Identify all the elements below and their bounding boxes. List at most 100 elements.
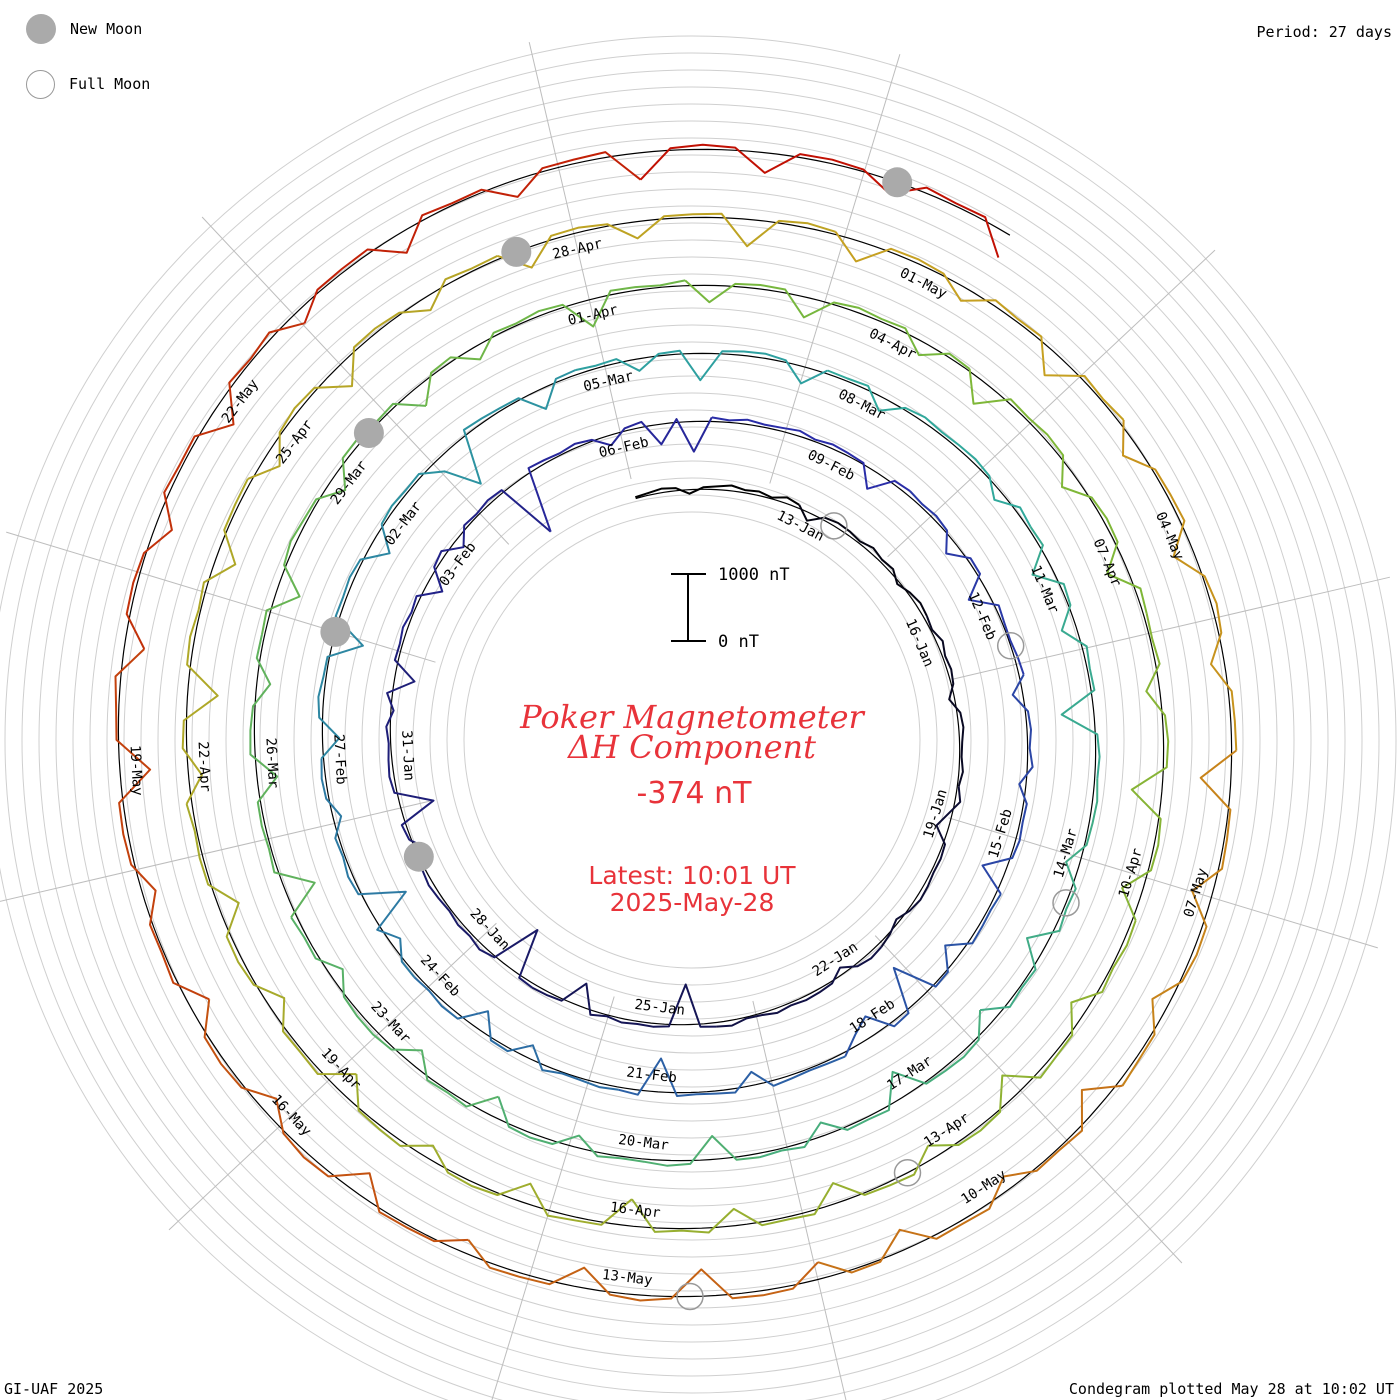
spoke-line xyxy=(168,922,497,1231)
grid-ring xyxy=(55,103,1329,1377)
moon-markers xyxy=(320,167,1080,1311)
period-label: Period: 27 days xyxy=(1256,23,1392,41)
spokes xyxy=(0,41,1391,1400)
grid-ring xyxy=(225,273,1159,1207)
trace-segment xyxy=(639,143,1000,258)
date-label: 12-Feb xyxy=(965,590,1000,643)
grid-ring xyxy=(412,460,972,1020)
trace-segment xyxy=(979,778,1099,1012)
trace-segment xyxy=(880,786,962,948)
trace-segment xyxy=(925,615,965,787)
trace-segment xyxy=(759,1010,982,1159)
spoke-line xyxy=(6,531,436,663)
date-label: 21-Feb xyxy=(626,1064,678,1086)
trace-segment xyxy=(575,349,829,385)
date-label: 26-Mar xyxy=(262,737,281,788)
spoke-line xyxy=(948,817,1378,949)
grid-ring xyxy=(123,171,1261,1309)
grid-rings xyxy=(0,35,1397,1400)
grid-ring xyxy=(157,205,1227,1275)
new-moon-marker xyxy=(882,167,913,198)
trace-segment xyxy=(398,489,552,645)
trace-segment xyxy=(425,279,686,407)
spoke-line xyxy=(201,216,510,545)
spoke-line xyxy=(0,800,432,902)
date-label: 04-May xyxy=(1152,510,1187,563)
grid-ring xyxy=(4,52,1380,1400)
grid-ring xyxy=(21,69,1363,1400)
grid-ring xyxy=(276,324,1108,1156)
grid-ring xyxy=(0,35,1397,1400)
trace-segment xyxy=(981,674,1034,895)
grid-ring xyxy=(327,375,1057,1105)
trace-segment xyxy=(467,1239,819,1302)
date-label: 16-Jan xyxy=(902,616,937,669)
date-label: 27-Feb xyxy=(330,734,349,785)
date-label: 29-Mar xyxy=(328,458,371,508)
grid-ring xyxy=(293,341,1091,1139)
trace-segment xyxy=(247,255,498,480)
trace-segment xyxy=(817,1084,1123,1274)
scale-bottom-label: 0 nT xyxy=(718,632,759,652)
new-moon-marker xyxy=(403,841,434,872)
date-label: 18-Feb xyxy=(847,996,898,1037)
baseline-spiral-path xyxy=(117,148,1233,1298)
trace-segment xyxy=(125,322,305,650)
trace-segment xyxy=(968,368,1148,614)
trace-segment xyxy=(290,916,499,1108)
grid-ring xyxy=(38,86,1346,1394)
date-label: 25-Jan xyxy=(634,997,686,1019)
trace-segment xyxy=(634,484,800,506)
trace-segment xyxy=(711,416,911,492)
full-moon-marker xyxy=(676,1282,704,1311)
new-moon-marker xyxy=(501,236,532,267)
full-moon-icon xyxy=(26,69,55,99)
trace-segment xyxy=(320,758,416,978)
scale-bar: 1000 nT 0 nT xyxy=(671,565,790,652)
date-label: 05-Mar xyxy=(582,368,635,395)
plotted-label: Condegram plotted May 28 at 10:02 UT xyxy=(1068,1380,1394,1398)
latest-date: 2025-May-28 xyxy=(610,888,775,917)
date-label: 23-Mar xyxy=(367,999,413,1047)
data-trace xyxy=(114,143,1238,1302)
trace-segment xyxy=(203,999,469,1243)
trace-segment xyxy=(497,1096,760,1167)
grid-ring xyxy=(463,511,921,969)
trace-segment xyxy=(413,976,619,1091)
trace-segment xyxy=(1121,613,1170,921)
date-label: 06-Feb xyxy=(597,434,650,461)
baseline-spiral xyxy=(117,148,1233,1298)
grid-ring xyxy=(395,443,989,1037)
trace-segment xyxy=(249,634,316,918)
trace-segment xyxy=(527,416,713,533)
trace-segment xyxy=(618,1055,846,1097)
spoke-line xyxy=(752,1000,847,1400)
spoke-line xyxy=(887,249,1216,558)
trace-segment xyxy=(181,478,249,805)
date-label: 13-May xyxy=(601,1267,653,1289)
grid-ring xyxy=(174,222,1210,1258)
date-label: 03-Feb xyxy=(436,539,479,589)
legend-new-moon: New Moon xyxy=(26,13,142,45)
date-label: 02-Mar xyxy=(382,499,425,549)
trace-segment xyxy=(827,369,1032,528)
trace-segment xyxy=(1122,419,1238,751)
date-label: 11-Mar xyxy=(1027,563,1062,616)
trace-segment xyxy=(716,946,883,1028)
date-label: 10-May xyxy=(958,1167,1009,1208)
trace-segment xyxy=(928,920,1137,1147)
grid-ring xyxy=(361,409,1023,1071)
date-label: 07-Apr xyxy=(1090,536,1125,589)
grid-ring xyxy=(89,137,1295,1343)
legend-full-moon-label: Full Moon xyxy=(69,75,151,93)
grid-ring xyxy=(106,154,1278,1326)
grid-ring xyxy=(140,188,1244,1292)
new-moon-marker xyxy=(320,616,351,647)
date-label: 01-Apr xyxy=(566,302,619,329)
grid-ring xyxy=(446,494,938,986)
date-label: 22-Apr xyxy=(194,741,213,792)
full-moon-marker xyxy=(1052,889,1080,917)
date-label: 19-May xyxy=(127,745,146,796)
date-label: 19-Apr xyxy=(318,1045,364,1093)
